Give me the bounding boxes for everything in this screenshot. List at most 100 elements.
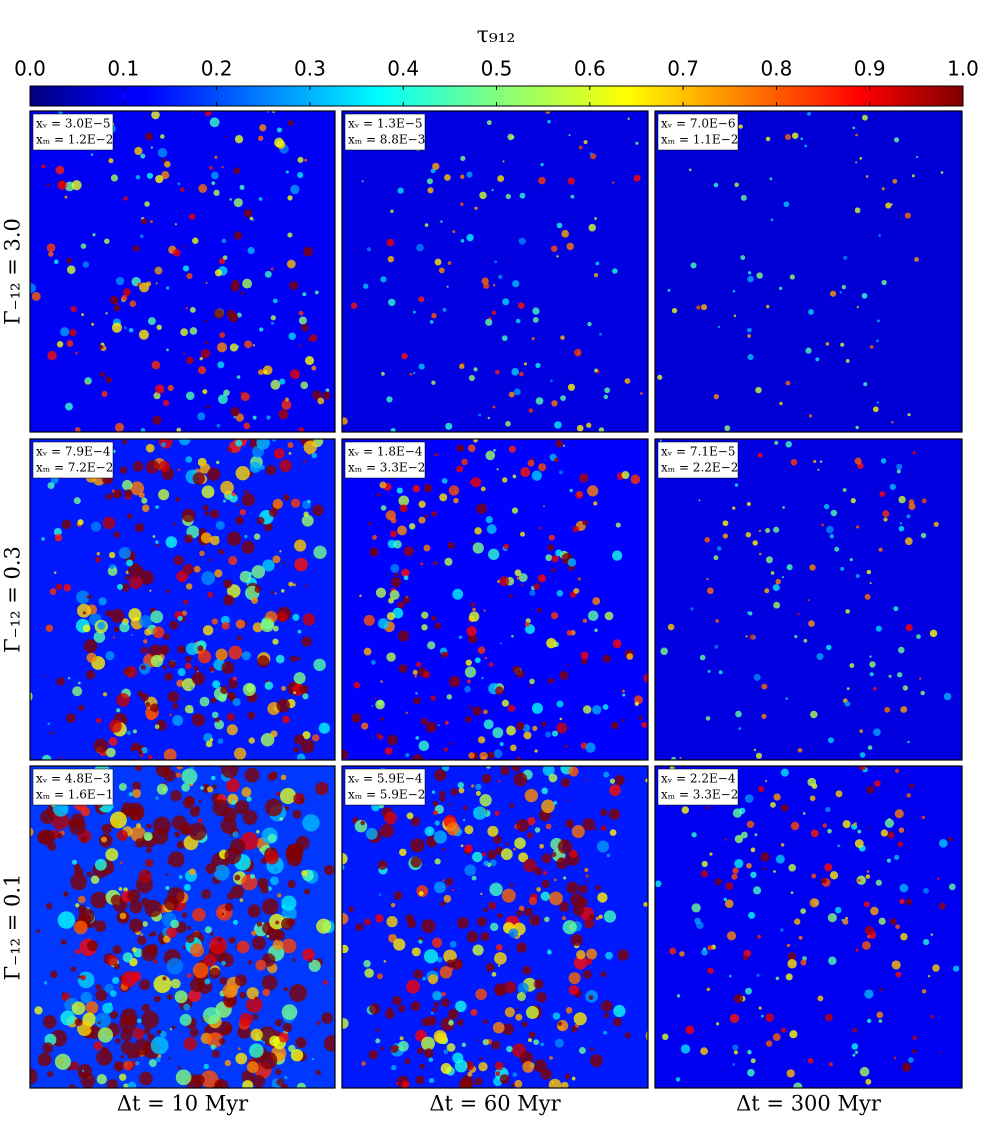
map-feature xyxy=(363,283,369,289)
map-feature xyxy=(311,452,318,459)
colorbar-tick-label: 0.4 xyxy=(387,57,419,81)
map-feature xyxy=(472,851,483,863)
map-panel: xᵥ = 1.8E−4xₘ = 3.3E−2 xyxy=(341,438,649,761)
map-feature xyxy=(569,849,578,858)
map-feature xyxy=(171,1025,176,1030)
map-feature xyxy=(207,1032,223,1048)
map-feature xyxy=(121,971,138,988)
map-feature xyxy=(516,818,529,832)
map-feature xyxy=(301,514,314,527)
map-feature xyxy=(397,1040,409,1052)
map-feature xyxy=(444,652,449,657)
map-feature xyxy=(212,784,217,790)
map-feature xyxy=(413,697,421,705)
map-feature xyxy=(921,989,927,994)
map-feature xyxy=(841,284,846,290)
colorbar-tick-label: 0.6 xyxy=(574,57,606,81)
map-background xyxy=(30,111,335,432)
map-feature xyxy=(296,656,301,661)
map-feature xyxy=(855,425,859,430)
map-feature xyxy=(528,684,532,687)
map-feature xyxy=(866,934,871,939)
map-feature xyxy=(822,823,827,828)
map-feature xyxy=(63,891,69,897)
map-feature xyxy=(149,589,152,592)
map-feature xyxy=(427,641,436,650)
map-feature xyxy=(302,292,307,297)
map-feature xyxy=(119,861,123,865)
map-feature xyxy=(78,681,81,685)
map-feature xyxy=(431,312,437,319)
map-feature xyxy=(302,693,309,700)
map-feature xyxy=(297,629,302,634)
map-feature xyxy=(523,907,533,917)
colorbar-title: τ₉₁₂ xyxy=(477,23,516,48)
map-feature xyxy=(61,992,65,996)
map-feature xyxy=(423,1048,434,1058)
map-feature xyxy=(874,780,881,787)
map-feature xyxy=(251,596,259,604)
map-feature xyxy=(289,984,308,1002)
map-feature xyxy=(540,163,544,167)
map-feature xyxy=(134,766,143,772)
map-feature xyxy=(221,661,235,674)
map-feature xyxy=(765,136,771,142)
map-feature xyxy=(429,320,434,324)
map-feature xyxy=(525,1006,539,1020)
map-feature xyxy=(464,825,474,835)
map-feature xyxy=(745,531,752,538)
map-feature xyxy=(753,673,761,681)
map-feature xyxy=(554,1038,564,1048)
map-feature xyxy=(393,891,403,900)
map-feature xyxy=(854,457,862,465)
map-feature xyxy=(690,607,694,611)
map-feature xyxy=(472,1082,476,1086)
map-feature xyxy=(706,587,714,595)
map-feature xyxy=(859,156,863,160)
map-feature xyxy=(401,352,408,360)
map-feature xyxy=(528,1038,533,1043)
map-feature xyxy=(285,170,289,174)
map-feature xyxy=(256,829,260,834)
map-feature xyxy=(72,686,83,697)
map-feature xyxy=(932,964,940,972)
map-feature xyxy=(137,749,143,755)
map-feature xyxy=(491,310,497,315)
map-feature xyxy=(418,891,424,896)
map-feature xyxy=(444,174,451,181)
map-feature xyxy=(516,669,525,678)
map-feature xyxy=(722,520,729,527)
map-feature xyxy=(440,220,443,223)
map-feature xyxy=(201,889,212,900)
map-feature xyxy=(724,838,728,841)
map-feature xyxy=(188,822,207,841)
map-feature xyxy=(898,495,906,504)
map-feature xyxy=(398,1004,406,1013)
map-feature xyxy=(234,135,244,144)
map-feature xyxy=(211,618,218,625)
map-feature xyxy=(855,161,858,164)
map-feature xyxy=(715,619,720,623)
map-feature xyxy=(279,459,292,473)
map-feature xyxy=(857,829,862,834)
map-feature xyxy=(586,948,598,960)
map-feature xyxy=(912,1035,918,1041)
map-feature xyxy=(889,483,896,491)
map-feature xyxy=(45,902,53,910)
map-feature xyxy=(588,223,597,232)
map-feature xyxy=(421,611,429,619)
map-feature xyxy=(97,1027,114,1043)
map-feature xyxy=(691,903,701,913)
map-feature xyxy=(492,1021,505,1034)
map-feature xyxy=(148,1059,157,1067)
map-feature xyxy=(263,522,273,532)
map-feature xyxy=(146,710,156,721)
map-feature xyxy=(875,625,882,632)
map-feature xyxy=(490,922,499,932)
map-feature xyxy=(145,443,155,453)
panel-annotation: xᵥ = 3.0E−5 xyxy=(36,117,110,131)
map-feature xyxy=(288,120,294,126)
map-feature xyxy=(172,248,181,257)
map-feature xyxy=(485,318,493,326)
map-feature xyxy=(562,444,566,447)
